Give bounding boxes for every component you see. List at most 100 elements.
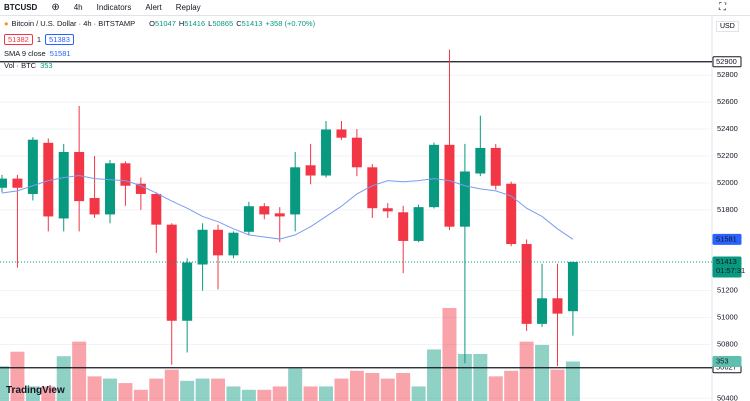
ohlc-letter: C [236,19,242,28]
y-tick-label: 52200 [717,151,738,160]
volume-bar [288,368,303,401]
alert[interactable]: Alert [145,3,162,12]
interval[interactable]: 4h [73,3,83,12]
volume-bar [103,378,118,401]
candle-body [27,139,38,194]
volume-bar [550,369,565,401]
candle-body [0,178,7,188]
volume-bar [519,341,534,401]
candle-body [490,147,501,186]
candle-body [12,178,23,188]
volume-bar [488,376,503,401]
legend-title: Bitcoin / U.S. Dollar · 4h · BITSTAMP [11,19,136,28]
candle-body [166,224,177,321]
candle-body [305,165,316,176]
logo: TradingView [6,385,65,396]
price-line-label: 52900 [716,57,737,66]
coin-icon: ● [4,19,9,28]
price-axis [712,16,750,401]
candle-body [259,206,270,215]
candle-body [506,183,517,245]
sma-badge-bg [712,233,742,245]
candle-body [537,298,548,324]
volume-badge-bg [712,355,742,367]
candle-body [43,142,54,217]
volume-bar [334,378,349,401]
volume-bar [241,389,256,401]
volume-bar [87,376,102,401]
volume-bar [427,349,442,401]
candle-body [351,137,362,168]
volume-bar [349,370,364,401]
volume-bar [457,353,472,401]
sma-value: 51581 [49,49,71,58]
volume-bar [10,351,25,401]
candle-body [243,206,254,232]
volume-bar [272,386,287,401]
candle-body [444,144,455,227]
volume-bar [133,389,148,401]
volume-bar [72,341,87,401]
currency[interactable]: USD [716,21,739,32]
volume-bar [535,344,550,401]
price-line-label: 50627 [716,363,737,372]
volume-bar [565,361,580,401]
volume-bar [118,383,133,401]
change: +358 (+0.70%) [265,19,316,28]
candle-body [213,229,224,256]
toolbar: BTCUSD ⊕ 4h Indicators Alert Replay ⛶ [0,0,750,16]
y-tick-label: 51800 [717,205,738,214]
ask[interactable]: 51383 [45,34,74,45]
volume-bar [0,366,9,401]
spread: 1 [36,35,42,44]
volume-bar [195,378,210,401]
ohlc-value: 51413 [241,19,263,28]
volume-bar [211,378,226,401]
volume-bar [442,308,457,401]
bid-ask: 51382 1 51383 [4,34,78,45]
candle-body [135,183,146,194]
candle-body [521,244,532,324]
sma-legend: SMA 9 close 51581 [4,49,71,58]
candle-body [475,147,486,174]
y-tick-label: 52600 [717,97,738,106]
sma-badge: 51581 [716,234,737,243]
bid[interactable]: 51382 [4,34,33,45]
volume-label: Vol · BTC [4,61,37,70]
candle-body [89,198,100,215]
ohlc-value: 50865 [212,19,234,28]
ohlc-value: 51416 [184,19,206,28]
ohlc-value: 51047 [155,19,176,28]
volume-value: 353 [40,61,53,70]
volume-bar [411,386,426,401]
volume-bar [149,378,164,401]
volume-bar [257,389,272,401]
candle-body [274,213,285,217]
y-tick-label: 51000 [717,313,738,322]
volume-bar [226,386,241,401]
volume-legend: Vol · BTC 353 [4,61,53,70]
candle-body [398,212,409,241]
volume-bar [365,372,380,401]
y-tick-label: 50800 [717,339,738,348]
candle-body [367,167,378,209]
legend-title-row: ● Bitcoin / U.S. Dollar · 4h · BITSTAMP … [4,19,315,28]
candle-body [290,167,301,215]
volume-bar [303,386,318,401]
candle-body [382,208,393,212]
add-symbol[interactable]: ⊕ [51,2,60,13]
replay[interactable]: Replay [175,3,201,12]
candle-body [429,144,440,208]
fullscreen[interactable]: ⛶ [719,2,726,13]
candle-body [552,298,563,314]
volume-bar [473,353,488,401]
candle-body [321,129,332,176]
candle-body [151,193,162,225]
indicators[interactable]: Indicators [96,3,132,12]
volume-bar [164,369,179,401]
volume-bar [319,386,334,401]
y-tick-label: 51200 [717,286,738,295]
symbol[interactable]: BTCUSD [4,3,38,12]
candle-body [228,232,239,256]
